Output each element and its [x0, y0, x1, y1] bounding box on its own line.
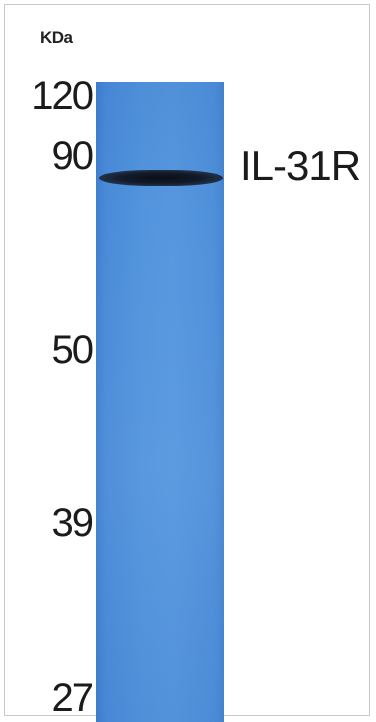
marker-50: 50: [51, 328, 94, 372]
marker-39: 39: [51, 501, 94, 545]
band-label: IL-31R: [240, 142, 361, 189]
unit-label: KDa: [40, 28, 73, 47]
marker-120: 120: [31, 74, 94, 118]
marker-27: 27: [51, 676, 94, 720]
marker-90: 90: [51, 134, 94, 178]
lane-shading: [96, 82, 224, 722]
blot-lane: [96, 82, 224, 722]
protein-band: [99, 170, 223, 186]
